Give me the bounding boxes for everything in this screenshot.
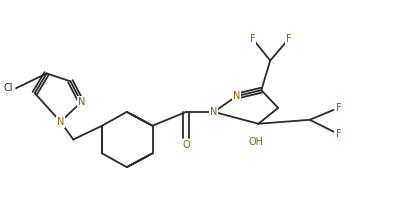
Text: F: F [336,103,342,113]
Text: Cl: Cl [3,83,13,93]
Text: F: F [336,129,342,139]
Text: F: F [250,34,255,44]
Text: N: N [78,97,85,107]
Text: OH: OH [249,136,264,147]
Text: N: N [210,107,217,117]
Text: O: O [182,140,190,150]
Text: F: F [286,34,292,44]
Text: N: N [57,117,64,127]
Text: N: N [233,91,240,101]
